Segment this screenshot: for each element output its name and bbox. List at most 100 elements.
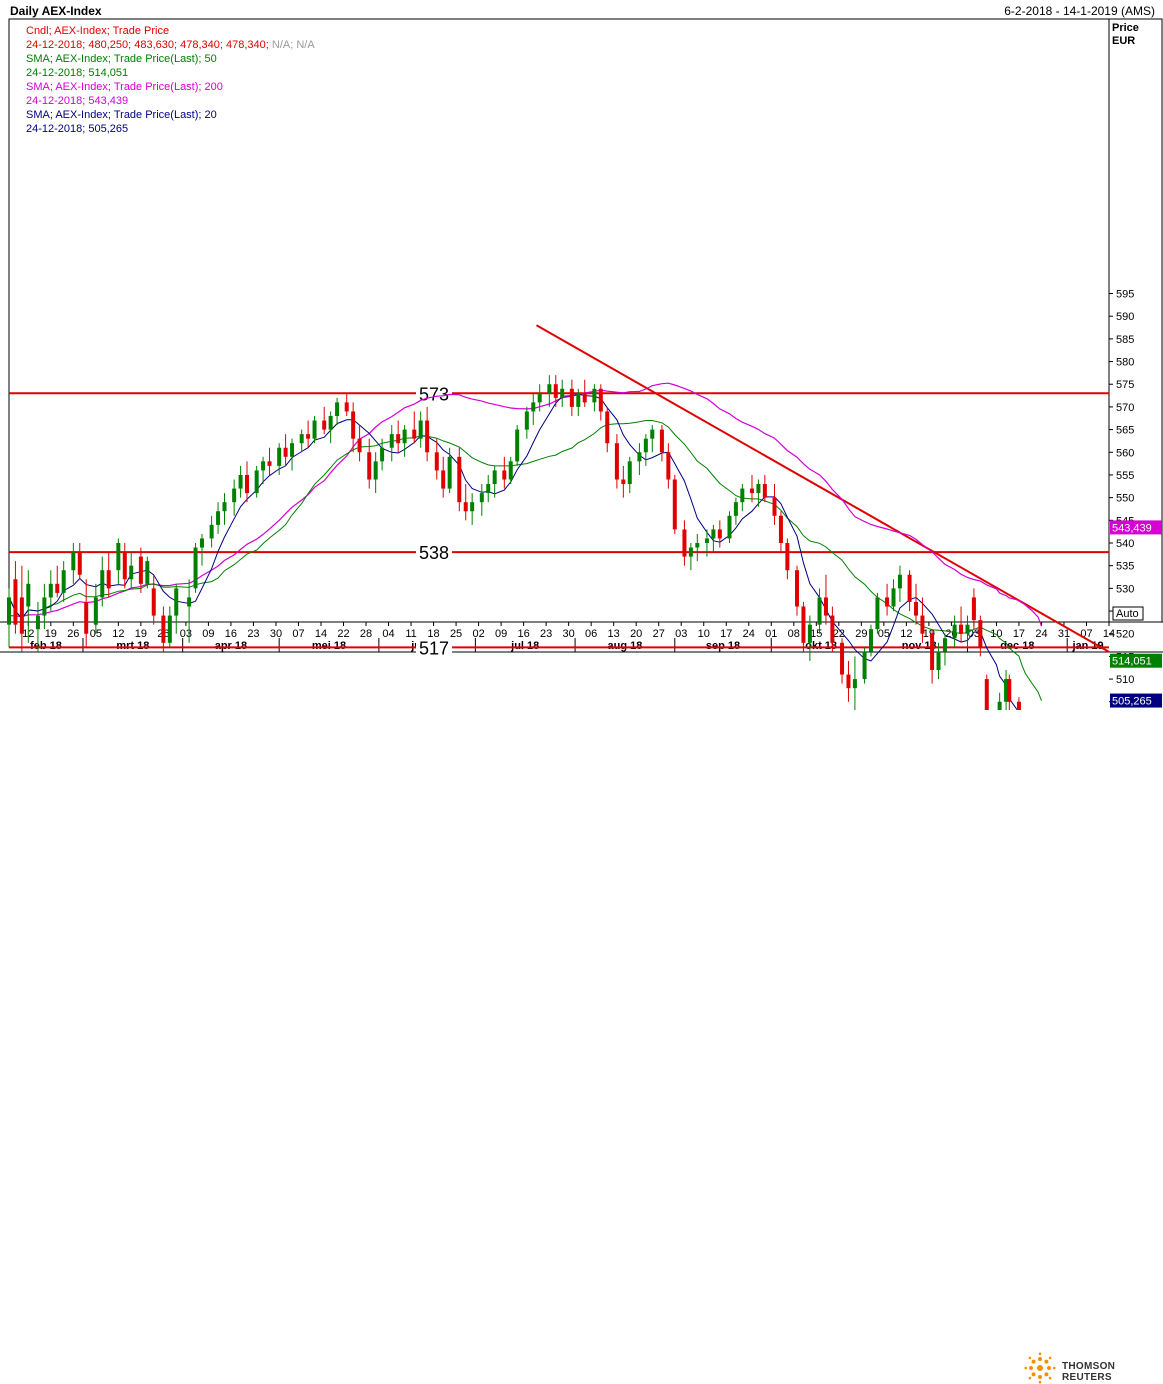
candle-body [840, 642, 845, 675]
candle-body [151, 588, 156, 616]
downtrend-line [535, 324, 1110, 653]
candle-body [129, 565, 134, 580]
candle-body [232, 488, 237, 503]
x-tick-label: 30 [270, 628, 282, 640]
x-month-label: mrt 18 [116, 640, 149, 652]
x-month-label: jul 18 [510, 640, 539, 652]
x-tick-label: 19 [135, 628, 147, 640]
candle-body [380, 447, 385, 462]
candle-body [807, 624, 812, 643]
candle-body [576, 393, 581, 407]
x-tick-label: 13 [608, 628, 620, 640]
y-tick-label: 565 [1116, 425, 1134, 437]
candle-body [643, 438, 648, 453]
candle-body [959, 624, 964, 634]
level-label-bg [416, 542, 452, 563]
candle-body [1016, 701, 1021, 710]
x-month-label: mei 18 [312, 640, 346, 652]
x-tick-label: 16 [225, 628, 237, 640]
candle-body [830, 615, 835, 643]
x-tick-label: 23 [247, 628, 259, 640]
candle-body [306, 434, 311, 439]
auto-scale-button[interactable]: Auto [1116, 608, 1139, 620]
x-tick-label: 07 [292, 628, 304, 640]
candle-body [344, 402, 349, 412]
candle-body [351, 411, 356, 439]
candle-body [885, 597, 890, 607]
candle-body [479, 493, 484, 503]
candle-body [795, 570, 800, 607]
y-tick-label: 520 [1116, 629, 1134, 641]
candle-body [396, 434, 401, 444]
candle-body [434, 452, 439, 471]
x-tick-label: 26 [67, 628, 79, 640]
candle-body [717, 529, 722, 539]
x-tick-label: 03 [675, 628, 687, 640]
candle-body [19, 597, 24, 634]
candle-body [290, 443, 295, 457]
candle-body [621, 479, 626, 485]
x-tick-label: 22 [337, 628, 349, 640]
x-tick-label: 10 [698, 628, 710, 640]
candle-body [13, 579, 18, 625]
chart-title: Daily AEX-Index [10, 4, 102, 18]
candle-body [328, 415, 333, 430]
x-tick-label: 30 [563, 628, 575, 640]
candle-body [727, 515, 732, 539]
candle-body [785, 543, 790, 571]
candle-body [868, 629, 873, 652]
x-tick-label: 29 [855, 628, 867, 640]
candle-body [711, 529, 716, 539]
x-tick-label: 09 [202, 628, 214, 640]
x-month-label: feb 18 [30, 640, 62, 652]
x-tick-label: 24 [1035, 628, 1047, 640]
candle-body [897, 574, 902, 589]
legend-line-4: SMA; AEX-Index; Trade Price(Last); 200 [26, 80, 315, 94]
x-tick-label: 11 [405, 628, 416, 640]
candle-body [971, 597, 976, 621]
last-value-tag: 514,051 [1112, 656, 1152, 668]
candle-body [598, 388, 603, 412]
candle-body [283, 447, 288, 457]
candle-body [942, 638, 947, 652]
legend-line-5: 24-12-2018; 543,439 [26, 94, 315, 108]
last-value-tag-bg [1110, 520, 1162, 535]
candle-body [335, 402, 340, 416]
candle-body [695, 543, 700, 548]
candle-body [756, 484, 761, 494]
last-value-tag-bg [1110, 653, 1162, 668]
candle-body [560, 388, 565, 398]
level-label-bg [416, 637, 452, 658]
candle-body [778, 515, 783, 543]
candle-body [547, 384, 552, 394]
candle-body [161, 615, 166, 643]
candle-body [470, 502, 475, 512]
x-month-label: nov 18 [902, 640, 937, 652]
candle-body [762, 484, 767, 498]
y-tick-label: 530 [1116, 583, 1134, 595]
candle-body [367, 452, 372, 480]
candle-body [100, 570, 105, 598]
sma20-line [8, 393, 1018, 710]
y-axis-unit-price: Price [1112, 22, 1139, 34]
candle-body [914, 601, 919, 616]
candle-body [984, 679, 989, 710]
x-month-label: jan 19 [1071, 640, 1103, 652]
candle-body [174, 588, 179, 616]
candle-body [978, 620, 983, 648]
candle-body [846, 674, 851, 689]
x-tick-label: 17 [1013, 628, 1025, 640]
x-tick-label: 06 [585, 628, 597, 640]
x-tick-label: 18 [427, 628, 439, 640]
legend-line-2: SMA; AEX-Index; Trade Price(Last); 50 [26, 52, 315, 66]
candle-body [199, 538, 204, 548]
candle-body [740, 488, 745, 503]
candle-body [733, 502, 738, 516]
candle-body [418, 420, 423, 439]
y-tick-label: 580 [1116, 357, 1134, 369]
candle-body [817, 597, 822, 625]
candle-body [862, 651, 867, 680]
candle-body [688, 547, 693, 557]
candle-body [209, 524, 214, 539]
y-tick-label: 560 [1116, 447, 1134, 459]
